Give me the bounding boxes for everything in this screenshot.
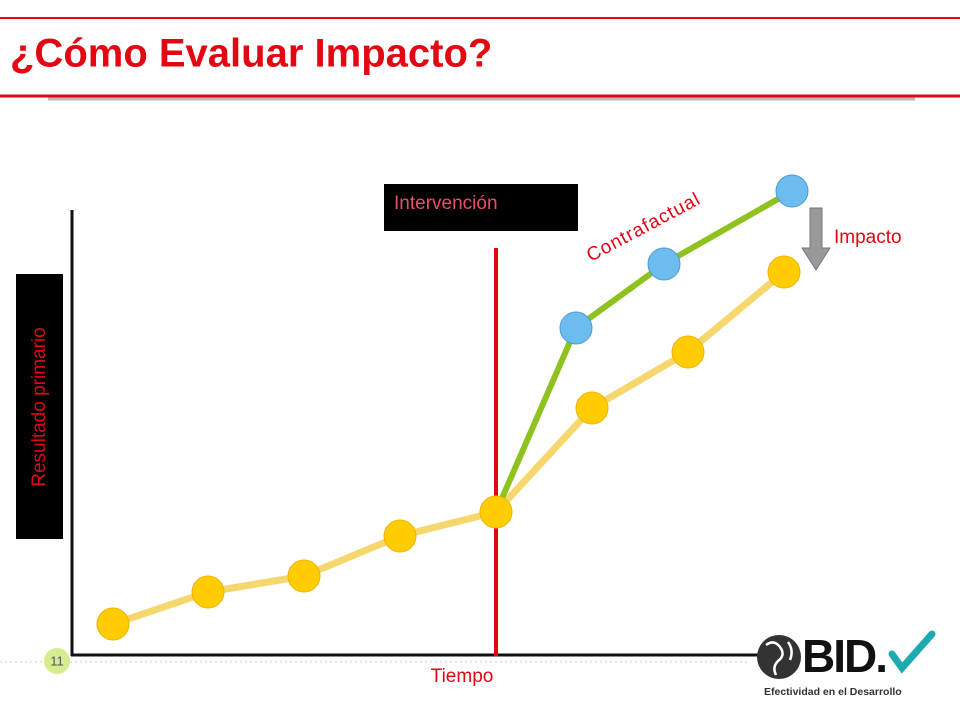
- logo-check: [888, 630, 936, 674]
- logo-tagline: Efectividad en el Desarrollo: [764, 686, 902, 698]
- slide-number-badge: [44, 648, 70, 674]
- x-axis-label: Tiempo: [431, 666, 494, 687]
- impact-label: Impacto: [834, 227, 902, 248]
- counterfactual-points: [559, 174, 809, 345]
- actual-points: [96, 255, 801, 641]
- slide-number: 11: [50, 653, 64, 668]
- logo-globe: [757, 635, 801, 679]
- title: ¿Cómo Evaluar Impacto?: [10, 32, 492, 76]
- y-axis-label: Resultado primario: [29, 327, 50, 486]
- y-label-box: [16, 274, 63, 539]
- logo-globe-lines: [765, 641, 793, 676]
- counterfactual-line: [493, 188, 794, 514]
- logo: BID. Efectividad en el Desarrollo: [757, 630, 936, 698]
- intervention-box: [384, 184, 578, 231]
- logo-text: BID.: [802, 630, 886, 682]
- intervention-label: Intervención: [394, 193, 498, 214]
- impact-arrow: [801, 207, 831, 271]
